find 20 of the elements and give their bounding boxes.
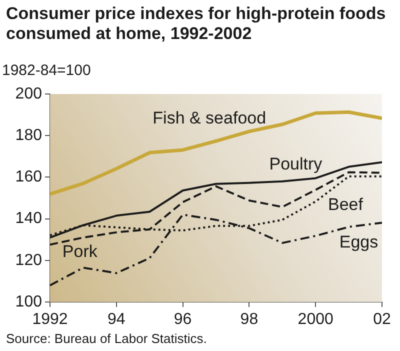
series-label: Poultry bbox=[269, 154, 323, 174]
y-tick-label: 200 bbox=[15, 85, 42, 102]
y-tick-label: 160 bbox=[15, 168, 42, 186]
series-label: Eggs bbox=[339, 232, 378, 252]
x-tick-label: 94 bbox=[108, 311, 126, 328]
y-axis-title: 1982-84=100 bbox=[2, 62, 91, 79]
x-tick-label: 2000 bbox=[298, 311, 334, 328]
x-tick-label: 1992 bbox=[32, 311, 68, 328]
y-tick-label: 100 bbox=[15, 293, 42, 310]
series-label: Beef bbox=[328, 194, 364, 214]
series-label: Fish & seafood bbox=[152, 108, 266, 128]
y-tick-label: 120 bbox=[15, 252, 42, 269]
x-tick-label: 96 bbox=[174, 311, 192, 328]
chart-title: Consumer price indexes for high-protein foods consumed at home, 1992-2002 bbox=[6, 4, 387, 44]
y-tick-label: 180 bbox=[15, 127, 42, 144]
y-tick-label: 140 bbox=[15, 210, 42, 228]
series-label: Pork bbox=[62, 242, 98, 261]
source-note: Source: Bureau of Labor Statistics. bbox=[6, 331, 207, 346]
x-tick-label: 02 bbox=[373, 311, 391, 328]
x-tick-label: 98 bbox=[240, 311, 258, 328]
